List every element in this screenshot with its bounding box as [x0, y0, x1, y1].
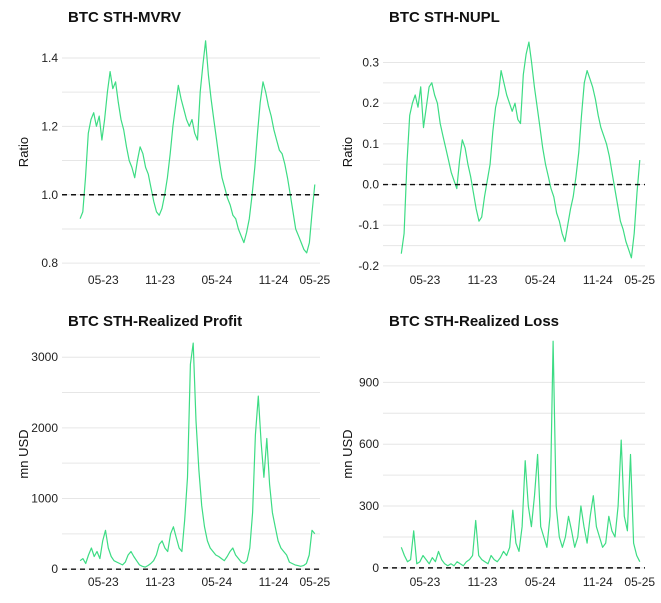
chart-title: BTC STH-Realized Loss: [389, 313, 559, 330]
y-tick-label: 0.3: [362, 55, 379, 69]
y-tick-label: 600: [359, 437, 379, 451]
chart-panel-4: BTC STH-Realized Loss 0 300 600 900 mn USD 05-…: [340, 313, 655, 589]
y-tick-label: 3000: [31, 350, 58, 364]
x-tick-label: 05-24: [525, 273, 556, 287]
y-axis-label: Ratio: [16, 137, 31, 167]
y-tick-label: 1.4: [41, 51, 58, 65]
x-tick-label: 11-23: [145, 575, 175, 589]
x-tick-label: 11-24: [259, 273, 289, 287]
x-tick-label: 11-24: [583, 575, 613, 589]
y-tick-label: 0: [372, 561, 379, 575]
chart-panel-2: BTC STH-NUPL -0.2 -0.1 0.0 0.1 0.2 0.3 Ratio 05-…: [340, 9, 655, 287]
x-tick-label: 05-25: [624, 575, 655, 589]
y-tick-label: 2000: [31, 421, 58, 435]
x-tick-label: 05-25: [624, 273, 655, 287]
x-tick-label: 05-23: [410, 575, 441, 589]
x-tick-label: 05-25: [299, 575, 330, 589]
x-tick-label: 11-23: [468, 575, 498, 589]
y-axis-label: Ratio: [340, 137, 355, 167]
series-line: [400, 340, 641, 567]
y-tick-label: 0.0: [362, 178, 379, 192]
series-line: [79, 40, 316, 254]
y-axis-label: mn USD: [340, 429, 355, 478]
chart-panel-3: BTC STH-Realized Profit 0 1000 2000 3000 mn U…: [16, 313, 331, 589]
x-tick-label: 05-23: [88, 273, 119, 287]
chart-panel-1: BTC STH-MVRV 0.8 1.0 1.2 1.4 Ratio 05-23 11-23 0…: [16, 9, 331, 287]
x-tick-label: 11-24: [583, 273, 613, 287]
x-tick-label: 05-24: [201, 273, 232, 287]
y-tick-label: 0.8: [41, 256, 58, 270]
chart-title: BTC STH-NUPL: [389, 9, 500, 26]
y-axis-label: mn USD: [16, 429, 31, 478]
y-tick-label: 0.1: [362, 137, 379, 151]
x-tick-label: 05-23: [410, 273, 441, 287]
series-line: [79, 342, 316, 568]
y-tick-label: 300: [359, 499, 379, 513]
y-tick-label: 0: [51, 562, 58, 576]
y-tick-label: 1000: [31, 492, 58, 506]
y-tick-label: 0.2: [362, 96, 379, 110]
x-tick-label: 11-23: [145, 273, 175, 287]
y-tick-label: 1.0: [41, 188, 58, 202]
x-tick-label: 11-23: [468, 273, 498, 287]
y-tick-label: 900: [359, 375, 379, 389]
x-tick-label: 05-24: [201, 575, 232, 589]
x-tick-label: 05-23: [88, 575, 119, 589]
x-tick-label: 05-24: [525, 575, 556, 589]
x-tick-label: 05-25: [299, 273, 330, 287]
series-line: [400, 41, 641, 259]
y-tick-label: 1.2: [41, 119, 58, 133]
chart-title: BTC STH-MVRV: [68, 9, 181, 26]
x-tick-label: 11-24: [259, 575, 289, 589]
y-tick-label: -0.1: [358, 218, 379, 232]
chart-title: BTC STH-Realized Profit: [68, 313, 242, 330]
y-tick-label: -0.2: [358, 259, 379, 273]
